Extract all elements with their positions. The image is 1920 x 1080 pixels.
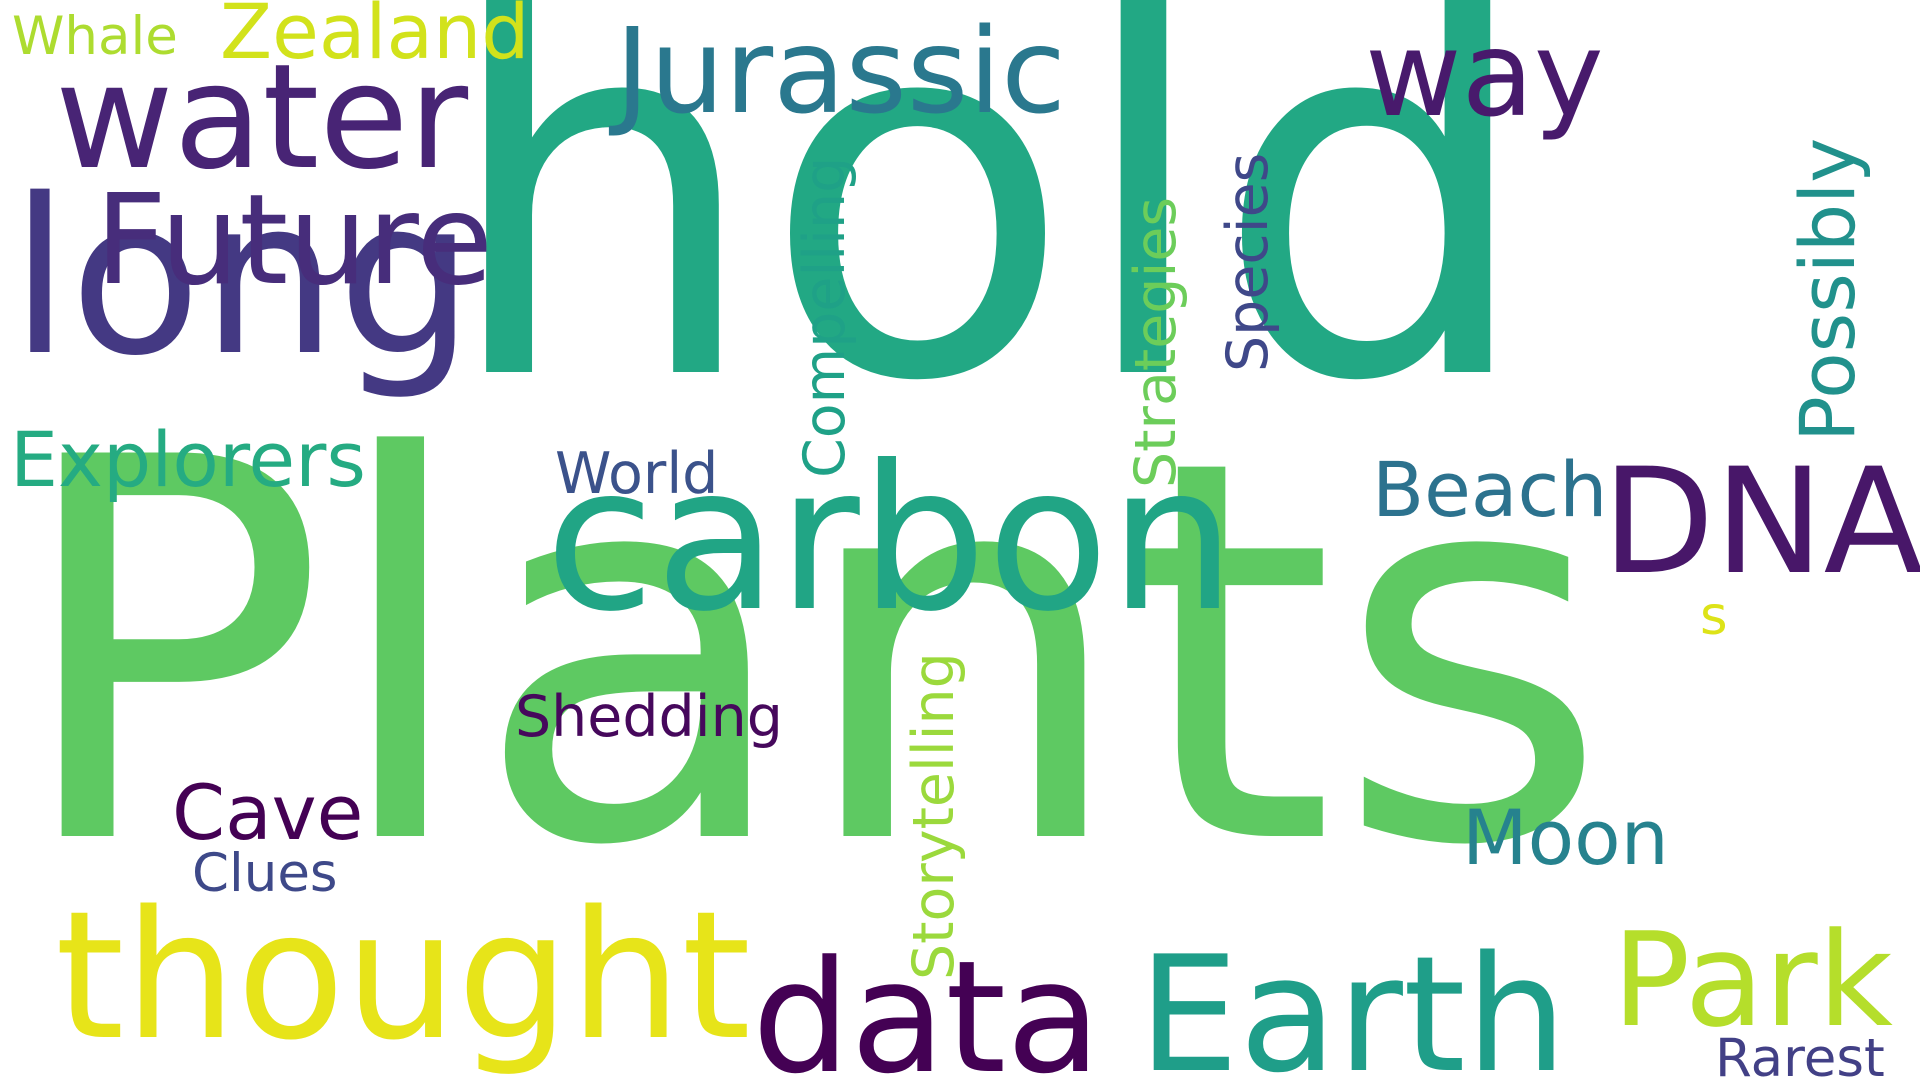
word-earth: Earth <box>1138 921 1568 1080</box>
word-long: long <box>10 152 475 403</box>
word-park: Park <box>1612 904 1893 1056</box>
word-possibly: Possibly <box>1783 137 1872 442</box>
word-compelling: Compelling <box>792 156 858 478</box>
word-plants: Plants <box>10 349 1610 961</box>
word-rarest: Rarest <box>1715 1028 1885 1080</box>
word-way: way <box>1365 5 1604 143</box>
word-cave: Cave <box>172 768 364 857</box>
word-jurassic: Jurassic <box>615 2 1067 140</box>
word-future: Future <box>95 168 494 313</box>
word-shedding: Shedding <box>515 684 783 750</box>
word-thought: thought <box>55 873 751 1079</box>
word-species: Species <box>1215 152 1281 372</box>
word-whale: Whale <box>12 6 178 67</box>
word-strategies: Strategies <box>1123 196 1189 488</box>
word-clues: Clues <box>192 843 338 904</box>
word-water: water <box>55 33 469 202</box>
word-explorers: Explorers <box>10 415 367 504</box>
word-zealand: Zealand <box>220 0 530 76</box>
word-dna: DNA <box>1602 437 1920 607</box>
word-beach: Beach <box>1372 445 1608 534</box>
word-moon: Moon <box>1462 793 1669 882</box>
word-carbon: carbon <box>545 423 1236 656</box>
word-storytelling: Storytelling <box>901 652 967 980</box>
word-world: World <box>555 441 719 507</box>
word-s: s <box>1700 586 1728 647</box>
word-hold: hold <box>440 0 1537 492</box>
word-data: data <box>752 927 1102 1080</box>
